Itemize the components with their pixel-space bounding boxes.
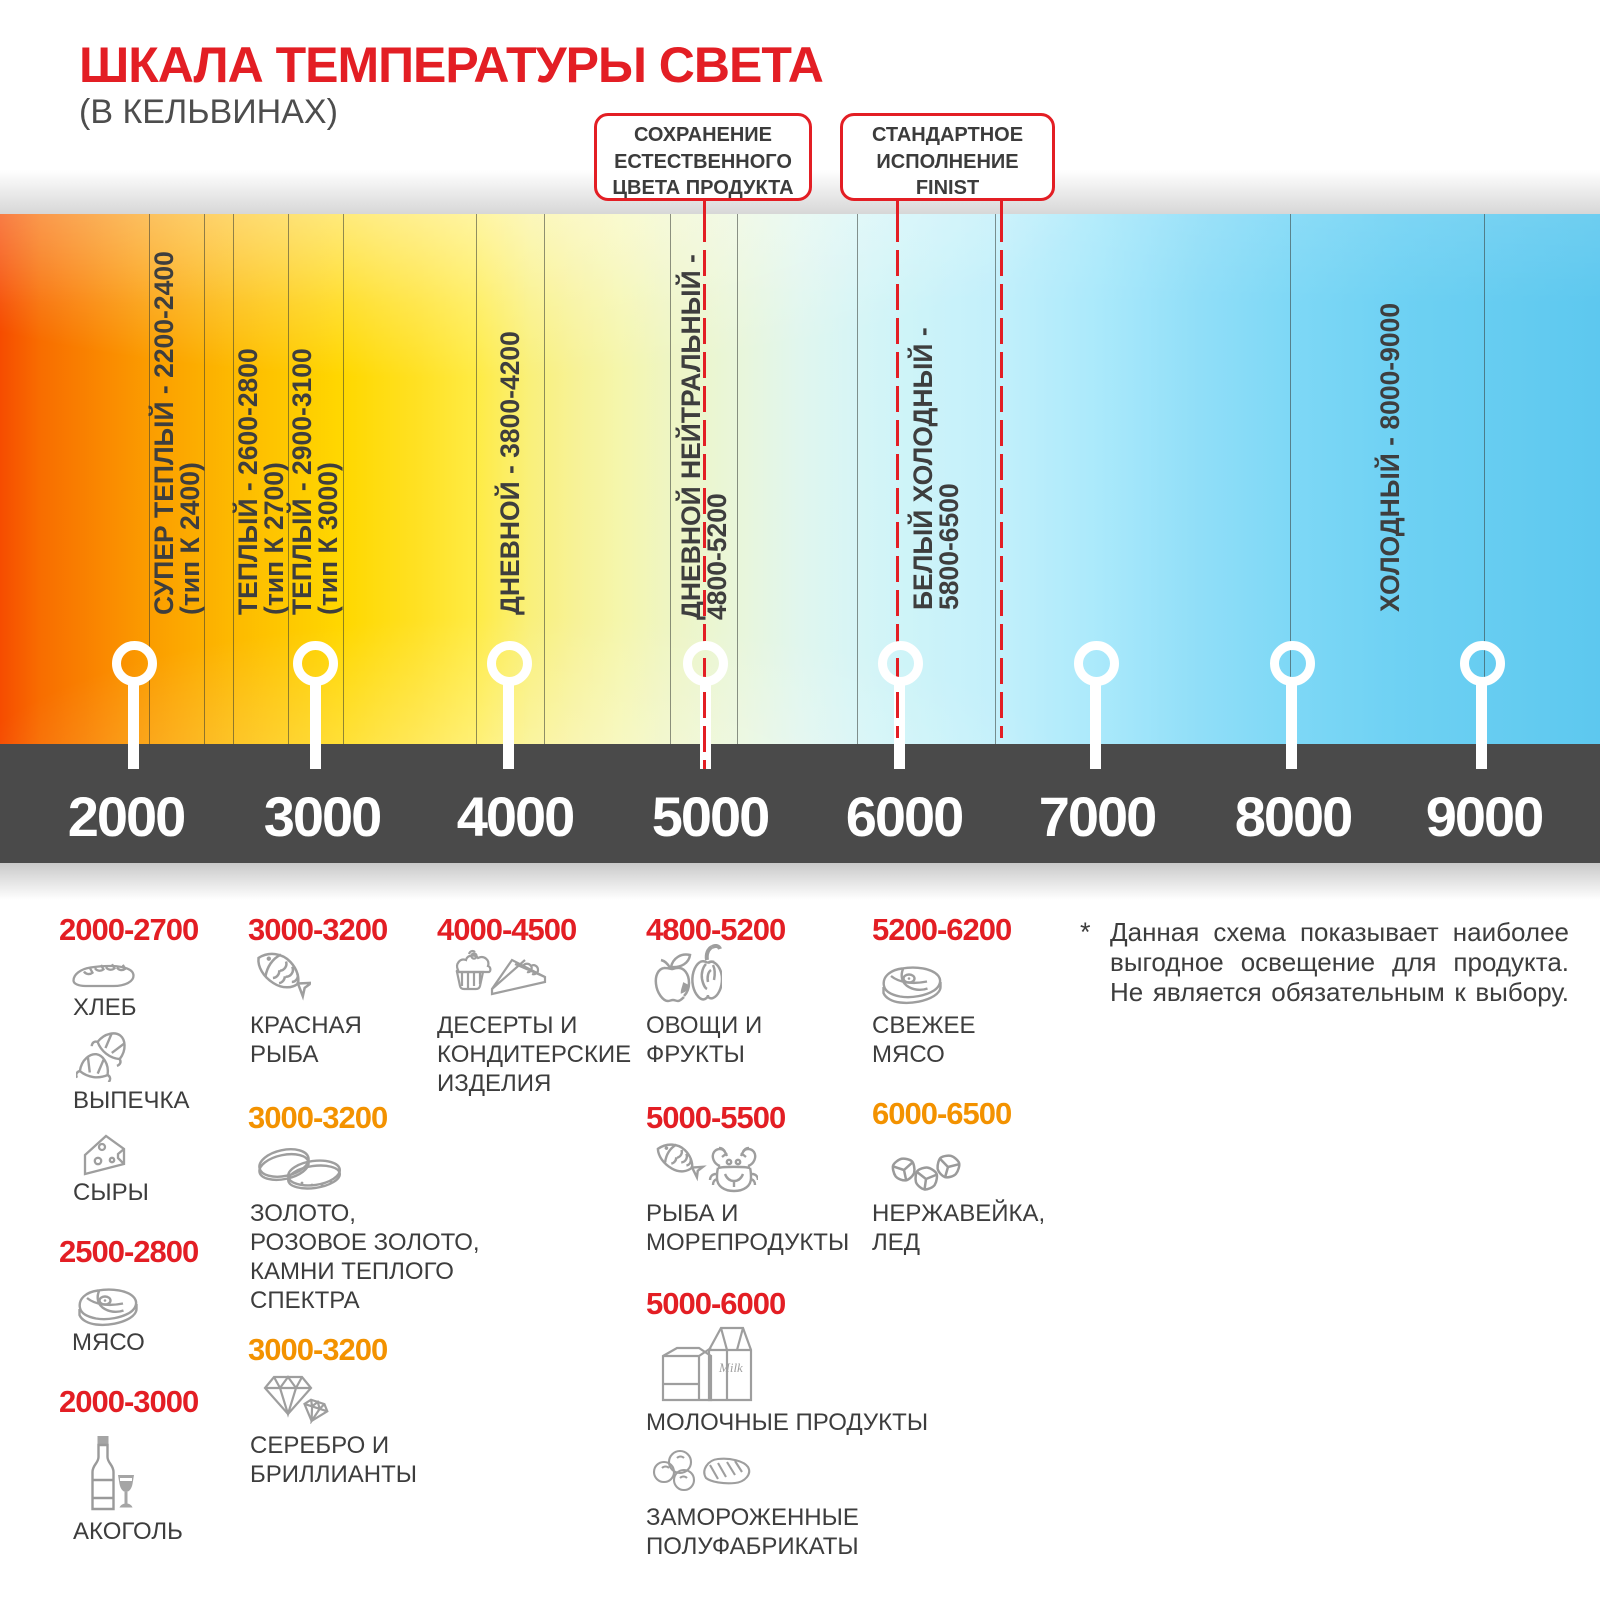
svg-text:Milk: Milk xyxy=(718,1360,743,1375)
